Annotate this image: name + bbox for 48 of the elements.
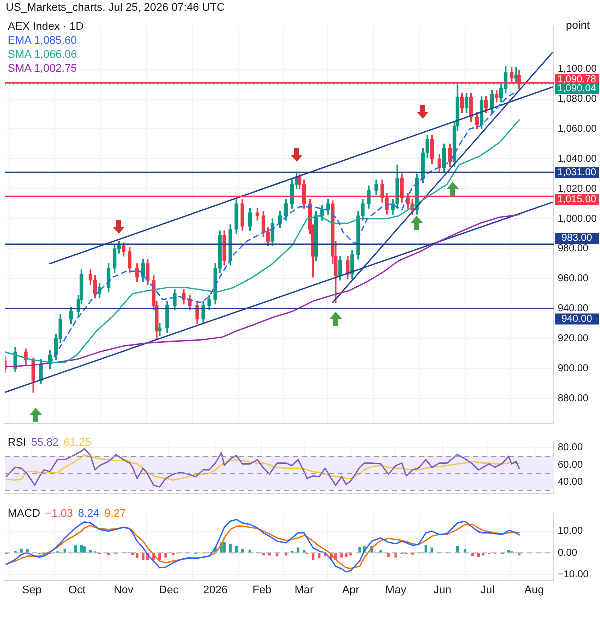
ref-line-label: 983.00 [562,233,593,244]
y-tick-label: 60.00 [558,460,584,471]
y-tick-label: 960.00 [558,274,590,285]
y-tick-label: 1,100.00 [558,64,598,76]
y-tick-label: 1,040.00 [558,154,598,165]
y-tick-label: 40.00 [558,476,584,488]
y-tick-label: 1,000.00 [558,214,598,225]
text: US_Markets_charts, Jul 25, 2026 07:46 UTC [6,2,225,14]
y-tick-label: 10.00 [558,526,584,538]
x-tick-label: Jul [480,584,495,596]
text: SMA 1,066.06 [8,48,78,62]
y-tick-label: 980.00 [558,244,590,255]
text: EMA 1,085.60 [8,34,78,48]
y-tick-label: 900.00 [558,363,590,374]
x-tick-label: Apr [342,584,360,596]
y-axis-title: point [566,20,590,32]
y-tick-label: 880.00 [558,393,590,404]
y-tick-label: 80.00 [558,442,584,454]
series-label: 55.82 [31,437,59,449]
x-tick-label: Aug [524,584,544,596]
ref-line-label: 1,015.00 [558,194,597,206]
x-tick-label: Feb [252,584,272,596]
x-tick-label: Nov [114,584,134,596]
x-tick-label: Jun [434,584,452,596]
x-tick-label: Mar [294,584,314,596]
y-tick-label: 1,020.00 [558,184,598,195]
text: SMA 1,002.75 [8,62,78,76]
ref-line-label: 1,090.78 [558,74,597,86]
ref-line-label: 1,031.00 [558,167,597,178]
series-label: 8.24 [78,508,100,520]
y-tick-label: 1,080.00 [558,94,598,106]
chart-title: RSI [8,437,26,449]
x-tick-label: Oct [68,584,86,596]
x-tick-label: May [386,584,407,596]
chart-title: MACD [8,508,40,520]
y-tick-label: 940.00 [558,304,590,315]
chart-title: AEX Index · 1D [8,20,84,34]
series-label: 61.25 [64,437,92,449]
x-tick-label: Dec [159,584,180,596]
series-label: 9.27 [104,508,126,520]
text: −1.03 [45,508,74,520]
ref-line-label: 1,090.04 [558,84,597,95]
y-tick-label: −10.00 [558,569,590,580]
x-tick-label: Sep [22,584,42,596]
x-tick-label: 2026 [203,584,228,596]
y-tick-label: 0.00 [558,548,578,559]
y-tick-label: 1,060.00 [558,124,598,135]
y-tick-label: 920.00 [558,333,590,344]
